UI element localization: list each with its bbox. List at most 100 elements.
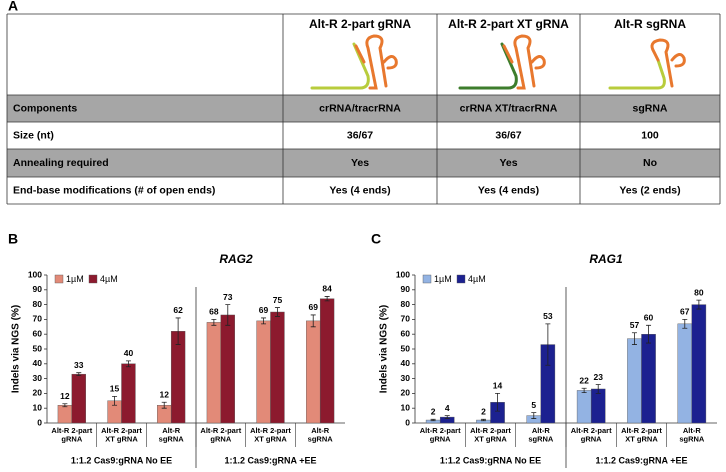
bar [319,298,335,424]
value-label: 40 [124,348,134,358]
error-bar [261,317,267,325]
rna-strand [502,34,536,90]
column-header: Alt-R 2-part XT gRNA [448,17,569,31]
error-bar [581,387,587,394]
y-tick-label: 70 [33,314,43,324]
legend-label: 4µM [468,274,486,284]
group-label: 1:1.2 Cas9:gRNA +EE [596,455,688,465]
table-header-bg [7,14,720,95]
chart-title: RAG1 [589,252,623,266]
value-label: 4 [445,403,450,413]
y-tick-label: 30 [401,373,411,383]
table-row-bg [7,149,720,177]
bar [627,338,642,424]
error-bar [112,395,118,406]
value-label: 60 [644,313,654,323]
x-tick-label: Alt-R 2-part gRNA [420,426,461,444]
error-bar [125,360,131,368]
table-row-bg [7,177,720,204]
error-bar [646,324,652,344]
value-label: 80 [694,287,704,297]
y-tick-label: 50 [33,343,43,353]
table-row-bg [7,122,720,149]
value-label: 69 [308,302,318,312]
bar [306,320,321,424]
rna-icon [310,34,398,90]
value-label: 75 [273,295,283,305]
legend-swatch [422,274,432,284]
x-tick-label: Alt-R 2-part gRNA [571,426,612,444]
value-label: 57 [630,320,640,330]
group-label: 1:1.2 Cas9:gRNA No EE [440,455,541,465]
error-bar [595,384,601,394]
error-bar [430,418,436,422]
error-bar [175,317,181,345]
value-label: 33 [74,360,84,370]
bar [170,331,186,424]
error-bar [682,319,688,329]
bar [57,405,73,424]
row-header: Annealing required [13,157,109,169]
bar [71,373,86,424]
y-tick-label: 0 [405,417,410,427]
value-label: 14 [493,381,503,391]
bar [256,320,271,424]
x-tick-label: Alt-R sgRNA [159,426,185,444]
legend-label: 1µM [434,274,452,284]
y-tick-label: 70 [401,314,411,324]
x-tick-label: Alt-R 2-part XT gRNA [621,426,662,444]
legend-label: 4µM [100,274,118,284]
y-tick-label: 100 [28,269,42,279]
x-tick-label: Alt-R sgRNA [679,426,705,444]
value-label: 62 [173,305,183,315]
error-bar [310,314,316,328]
error-bar [274,307,280,317]
bar [270,311,285,424]
x-tick-label: Alt-R 2-part XT gRNA [250,426,291,444]
rna-strand [310,42,370,90]
y-tick-label: 20 [33,388,43,398]
row-header: Components [13,102,77,114]
value-label: 68 [209,307,219,317]
bar [590,388,606,424]
error-bar [545,323,551,366]
y-tick-label: 100 [396,269,410,279]
rna-strand [608,58,666,90]
value-label: 73 [223,292,233,302]
rna-strand [354,34,388,90]
legend-label: 1µM [66,274,84,284]
error-bar [76,372,82,377]
value-label: 23 [593,372,603,382]
table-cell: 100 [641,129,659,141]
y-tick-label: 60 [401,328,411,338]
table-cell: crRNA XT/tracrRNA [460,102,558,114]
group-label: 1:1.2 Cas9:gRNA No EE [71,455,172,465]
x-tick-label: Alt-R 2-part gRNA [51,426,92,444]
chart-title: RAG2 [219,252,253,266]
y-tick-label: 50 [401,343,411,353]
x-tick-label: Alt-R 2-part XT gRNA [470,426,511,444]
x-tick-label: Alt-R sgRNA [528,426,554,444]
error-bar [495,393,501,412]
value-label: 12 [60,391,70,401]
bar [206,322,222,424]
row-header: Size (nt) [13,129,54,141]
x-tick-label: Alt-R sgRNA [308,426,334,444]
y-axis-label: Indels via NGS (%) [379,305,390,393]
error-bar [631,332,637,345]
error-bar [211,319,217,326]
value-label: 22 [579,375,589,385]
error-bar [531,412,537,419]
value-label: 2 [431,407,436,417]
value-label: 15 [110,384,120,394]
rna-strand [530,55,546,70]
value-label: 2 [481,407,486,417]
value-label: 69 [259,305,269,315]
table-cell: 36/67 [347,129,373,141]
table-cell: crRNA/tracrRNA [319,102,401,114]
table-row-bg [7,95,720,122]
y-tick-label: 20 [401,388,411,398]
table-cell: Yes (4 ends) [478,184,539,196]
legend-swatch [456,274,466,284]
